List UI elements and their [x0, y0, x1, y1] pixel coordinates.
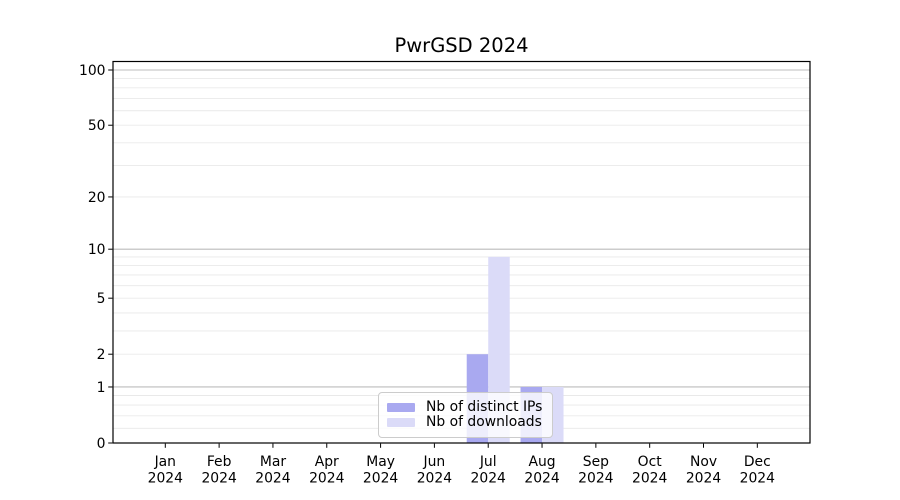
- y-tick-label-2: 2: [97, 347, 106, 363]
- x-tick-label-nov: Nov 2024: [686, 454, 722, 487]
- x-tick-label-may: May 2024: [363, 454, 399, 487]
- legend-item-distinct-ips: Nb of distinct IPs: [387, 400, 552, 415]
- chart-title: PwrGSD 2024: [394, 34, 529, 57]
- x-tick-label-jun: Jun 2024: [417, 454, 453, 487]
- legend-swatch-downloads: [387, 418, 415, 427]
- y-tick-label-20: 20: [88, 190, 106, 206]
- x-tick-label-oct: Oct 2024: [632, 454, 668, 487]
- x-tick-label-feb: Feb 2024: [201, 454, 237, 487]
- x-tick-label-apr: Apr 2024: [309, 454, 345, 487]
- x-tick-label-aug: Aug 2024: [524, 454, 560, 487]
- x-tick-label-jan: Jan 2024: [148, 454, 184, 487]
- x-tick-label-sep: Sep 2024: [578, 454, 614, 487]
- y-tick-label-1: 1: [97, 380, 106, 396]
- y-tick-label-10: 10: [88, 242, 106, 258]
- x-tick-label-jul: Jul 2024: [471, 454, 507, 487]
- plot-border: [112, 60, 811, 444]
- y-tick-label-5: 5: [97, 291, 106, 307]
- legend-item-downloads: Nb of downloads: [387, 415, 552, 430]
- legend-label-distinct-ips: Nb of distinct IPs: [426, 398, 543, 415]
- y-tick-label-50: 50: [88, 118, 106, 134]
- x-tick-label-mar: Mar 2024: [255, 454, 291, 487]
- y-tick-label-0: 0: [97, 436, 106, 452]
- legend-swatch-distinct-ips: [387, 403, 415, 412]
- legend: Nb of distinct IPs Nb of downloads: [378, 392, 553, 438]
- x-tick-label-dec: Dec 2024: [740, 454, 776, 487]
- legend-label-downloads: Nb of downloads: [426, 413, 542, 430]
- y-tick-label-100: 100: [79, 63, 106, 79]
